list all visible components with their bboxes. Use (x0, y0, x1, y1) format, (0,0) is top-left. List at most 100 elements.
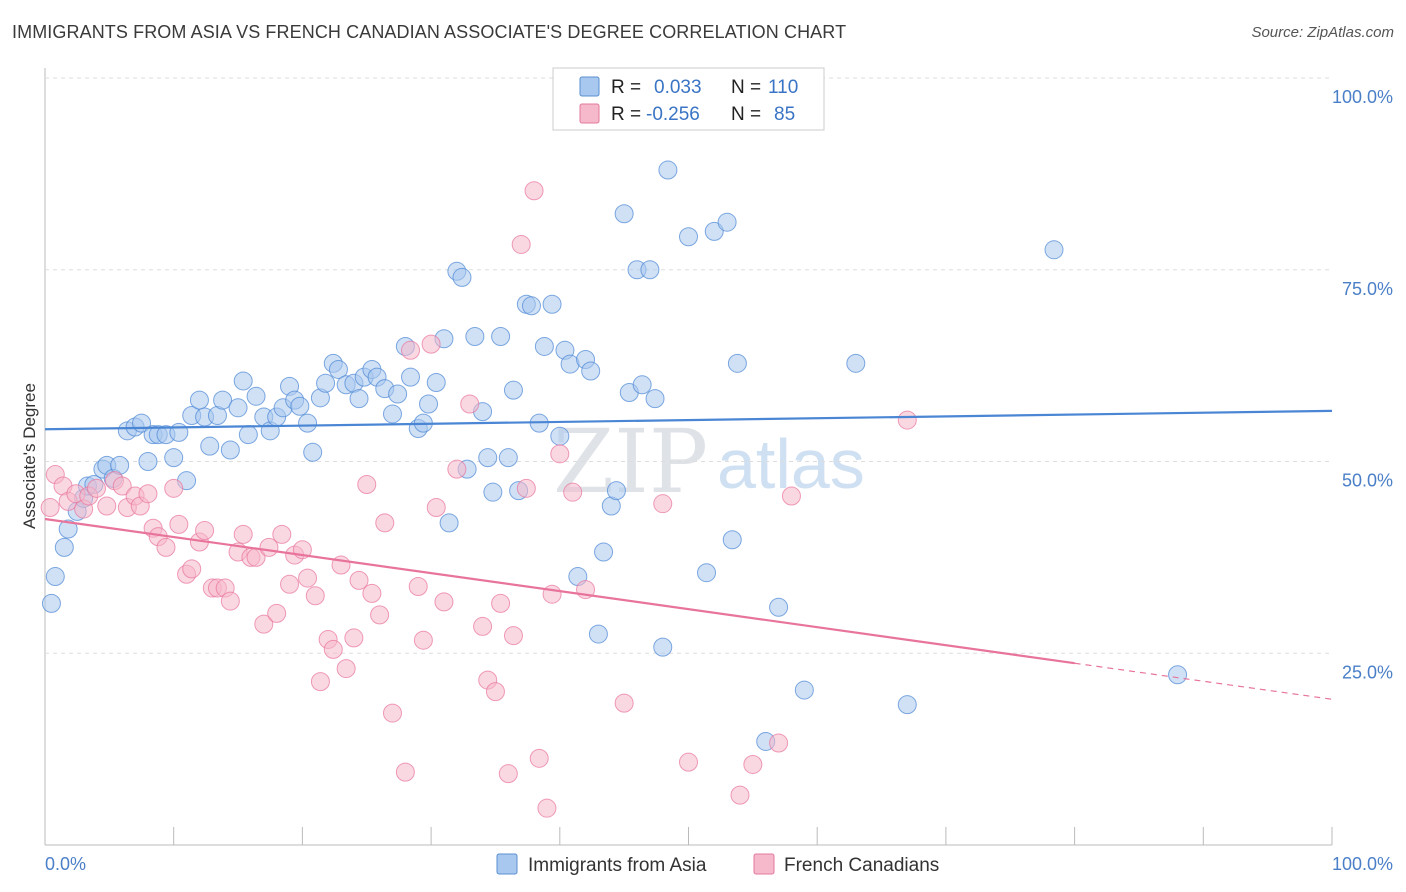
french-point-83 (781, 486, 801, 506)
asia-point-99 (704, 221, 724, 241)
french-point-74 (550, 444, 570, 464)
french-point-77 (614, 693, 634, 713)
asia-point-98 (697, 563, 717, 583)
asia-point-88 (606, 481, 626, 501)
french-point-70 (524, 181, 544, 201)
french-point-62 (473, 616, 493, 636)
asia-point-59 (419, 394, 439, 414)
asia-point-1 (45, 567, 65, 587)
asia-point-75 (521, 296, 541, 316)
french-point-21 (182, 559, 202, 579)
french-point-80 (730, 785, 750, 805)
french-point-56 (413, 630, 433, 650)
asia-point-15 (138, 452, 158, 471)
asia-point-23 (189, 390, 209, 410)
asia-point-86 (594, 542, 614, 562)
asia-point-56 (401, 367, 421, 387)
asia-point-45 (328, 359, 348, 379)
french-point-43 (323, 639, 343, 659)
asia-trend-line (44, 409, 1333, 431)
asia-point-72 (503, 380, 523, 400)
french-point-45 (336, 659, 356, 679)
asia-point-41 (303, 442, 323, 462)
asia-point-101 (722, 530, 742, 550)
french-point-61 (460, 394, 480, 414)
french-point-39 (298, 568, 318, 588)
asia-point-68 (478, 448, 498, 468)
asia-point-71 (498, 448, 518, 468)
asia-point-105 (794, 680, 814, 700)
asia-point-70 (491, 326, 511, 346)
asia-point-32 (246, 386, 266, 406)
french-point-66 (498, 764, 518, 784)
legend-r-value-asia: 0.033 (654, 77, 702, 98)
asia-point-93 (640, 260, 660, 280)
french-point-59 (434, 592, 454, 612)
asia-point-100 (717, 212, 737, 232)
asia-point-66 (465, 326, 485, 346)
french-point-41 (310, 672, 330, 692)
french-point-35 (272, 524, 292, 544)
french-point-10 (112, 476, 132, 496)
asia-point-3 (58, 519, 78, 539)
x-tick-label-min: 0.0% (45, 854, 86, 874)
french-point-65 (491, 593, 511, 613)
french-point-8 (97, 496, 117, 516)
y-tick-label-25: 25.0% (1342, 662, 1393, 682)
french-point-29 (233, 524, 253, 544)
x-tick-label-max: 100.0% (1332, 854, 1393, 874)
asia-point-28 (220, 440, 240, 460)
french-point-7 (86, 478, 106, 498)
french-point-18 (164, 478, 184, 498)
asia-point-69 (483, 482, 503, 502)
legend-n-value-french: 85 (774, 104, 795, 125)
asia-point-0 (41, 593, 61, 613)
asia-point-29 (228, 398, 248, 418)
asia-point-53 (382, 404, 402, 424)
y-tick-label-100: 100.0% (1332, 87, 1393, 107)
french-point-34 (267, 603, 287, 623)
french-point-72 (537, 798, 557, 818)
asia-point-89 (614, 204, 634, 224)
bottom-legend: Immigrants from Asia French Canadians (496, 853, 939, 876)
french-point-64 (485, 682, 505, 702)
french-point-17 (156, 537, 176, 557)
french-point-52 (382, 703, 402, 723)
french-point-47 (349, 570, 369, 590)
chart-title: IMMIGRANTS FROM ASIA VS FRENCH CANADIAN … (12, 22, 847, 42)
legend-box: R = 0.033 N = 110 R = -0.256 N = 85 (552, 67, 825, 131)
french-point-79 (679, 752, 698, 772)
french-point-69 (516, 478, 536, 498)
french-point-84 (897, 410, 917, 430)
asia-point-62 (439, 513, 459, 533)
asia-point-19 (164, 448, 184, 468)
french-point-60 (447, 459, 467, 479)
asia-point-25 (200, 436, 220, 456)
asia-point-84 (581, 361, 601, 381)
legend-n-label-french: N = (731, 104, 761, 125)
asia-point-92 (632, 375, 652, 395)
french-point-71 (529, 748, 549, 768)
source-credit: Source: ZipAtlas.com (1251, 24, 1394, 41)
french-point-78 (653, 494, 673, 514)
french-trend-line (44, 517, 1075, 665)
french-point-54 (401, 340, 421, 360)
asia-point-30 (233, 371, 253, 391)
french-point-55 (408, 577, 428, 597)
asia-point-108 (1044, 240, 1064, 260)
asia-point-20 (169, 422, 189, 442)
french-point-46 (344, 628, 364, 648)
asia-point-31 (238, 425, 258, 445)
legend-swatch-french (579, 103, 600, 124)
asia-point-97 (679, 227, 698, 247)
french-point-27 (220, 591, 240, 611)
y-axis-title: Associate's Degree (20, 383, 39, 529)
y-tick-label-50: 50.0% (1342, 471, 1393, 491)
french-point-81 (743, 754, 763, 774)
asia-point-27 (213, 390, 233, 410)
french-point-49 (362, 583, 382, 603)
asia-point-95 (653, 637, 673, 657)
asia-point-79 (550, 426, 570, 446)
asia-point-94 (645, 389, 665, 409)
